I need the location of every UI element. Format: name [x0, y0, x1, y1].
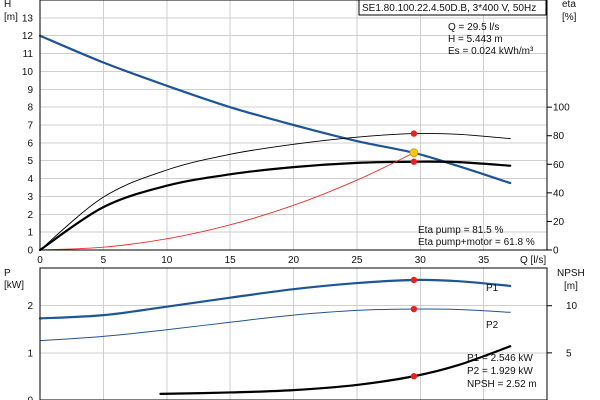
- info-head: H = 5.443 m: [448, 34, 503, 45]
- p1-marker: [410, 276, 418, 284]
- head-tick-label: 11: [23, 49, 34, 60]
- head-tick-label: 8: [27, 103, 33, 114]
- legend-p1: P1: [486, 283, 499, 294]
- head-tick-label: 3: [27, 192, 33, 203]
- head-tick-label: 0: [27, 246, 33, 257]
- model-label-box: [358, 0, 547, 16]
- head-axis-label: H: [4, 0, 11, 10]
- head-tick-label: 7: [27, 121, 33, 132]
- model-label: SE1.80.100.22.4.50D.B, 3*400 V, 50Hz: [362, 3, 536, 14]
- system-curve-curve: [39, 152, 415, 251]
- flow-tick-label: 35: [478, 255, 490, 266]
- flow-axis-label: Q [l/s]: [520, 255, 546, 266]
- head-tick-label: 1: [27, 228, 33, 239]
- info-eta-total: Eta pump+motor = 61.8 %: [418, 237, 535, 248]
- duty-point-marker: [409, 148, 419, 158]
- power-axis-label: P: [4, 268, 11, 279]
- flow-tick-label: 15: [225, 255, 237, 266]
- legend-p2: P2: [486, 320, 499, 331]
- head-curve: [38, 34, 512, 185]
- top-plot-frame: [39, 0, 548, 251]
- info-p1: P1 = 2.546 kW: [467, 353, 533, 364]
- eta-tick-label: 100: [553, 103, 570, 114]
- x-axis-ticks: 0 5 10 15 20 25 30 35: [37, 255, 489, 266]
- bottom-left-ticks: 0 1 2: [27, 301, 33, 400]
- p2-curve: [39, 308, 511, 342]
- eta-pump-curve: [39, 132, 511, 251]
- eta-pump-motor-curve: [38, 160, 512, 252]
- head-tick-label: 6: [27, 138, 33, 149]
- eta-axis-unit: [%]: [562, 12, 577, 23]
- power-tick-label: 1: [27, 348, 33, 359]
- npsh-axis-label: NPSH: [557, 268, 585, 279]
- power-tick-label: 0: [27, 396, 33, 400]
- p1-curve: [38, 278, 512, 320]
- eta-tick-label: 40: [553, 188, 565, 199]
- head-tick-label: 9: [27, 85, 33, 96]
- eta-tick-label: 0: [553, 246, 559, 257]
- info-p2: P2 = 1.929 kW: [467, 366, 533, 377]
- npsh-tick-label: 5: [566, 348, 572, 359]
- top-right-ticks: 0 20 40 60 80 100: [547, 103, 570, 257]
- power-tick-label: 2: [27, 301, 33, 312]
- eta-tick-label: 80: [553, 131, 565, 142]
- top-grid: [39, 0, 547, 251]
- flow-tick-label: 30: [415, 255, 427, 266]
- head-tick-label: 2: [27, 210, 33, 221]
- npsh-tick-label: 10: [566, 301, 578, 312]
- head-tick-label: 10: [22, 67, 34, 78]
- info-npsh: NPSH = 2.52 m: [467, 379, 537, 390]
- head-tick-label: 13: [22, 13, 34, 24]
- p2-marker: [410, 305, 418, 313]
- flow-tick-label: 10: [161, 255, 173, 266]
- flow-tick-label: 20: [288, 255, 300, 266]
- flow-tick-label: 25: [351, 255, 363, 266]
- npsh-axis-unit: [m]: [564, 281, 578, 292]
- eta-total-marker: [410, 158, 418, 165]
- eta-pump-marker: [410, 130, 418, 137]
- bottom-right-ticks: 5 10: [547, 301, 578, 359]
- bottom-grid: [39, 268, 547, 400]
- head-tick-label: 5: [27, 156, 33, 167]
- info-flow: Q = 29.5 l/s: [448, 22, 499, 33]
- bottom-plot-frame: [39, 267, 548, 400]
- npsh-curve: [159, 345, 512, 395]
- eta-tick-label: 20: [553, 217, 565, 228]
- power-axis-unit: [kW]: [4, 280, 24, 291]
- info-specific-energy: Es = 0.024 kWh/m³: [448, 46, 534, 57]
- power-npsh-panel: 0 1 2 5 10 P [kW] NPSH [m] P1 P2 P1 = 2.546…: [4, 267, 585, 400]
- flow-tick-label: 0: [37, 255, 43, 266]
- flow-tick-label: 5: [101, 255, 107, 266]
- info-eta-pump: Eta pump = 81.5 %: [418, 225, 503, 236]
- top-curves: [38, 34, 512, 252]
- head-tick-label: 4: [27, 174, 33, 185]
- eta-tick-label: 60: [553, 160, 565, 171]
- head-tick-label: 12: [22, 31, 34, 42]
- head-axis-unit: [m]: [4, 12, 18, 23]
- eta-axis-label: eta: [562, 0, 576, 10]
- bottom-curves: [38, 276, 512, 395]
- npsh-marker: [410, 373, 418, 380]
